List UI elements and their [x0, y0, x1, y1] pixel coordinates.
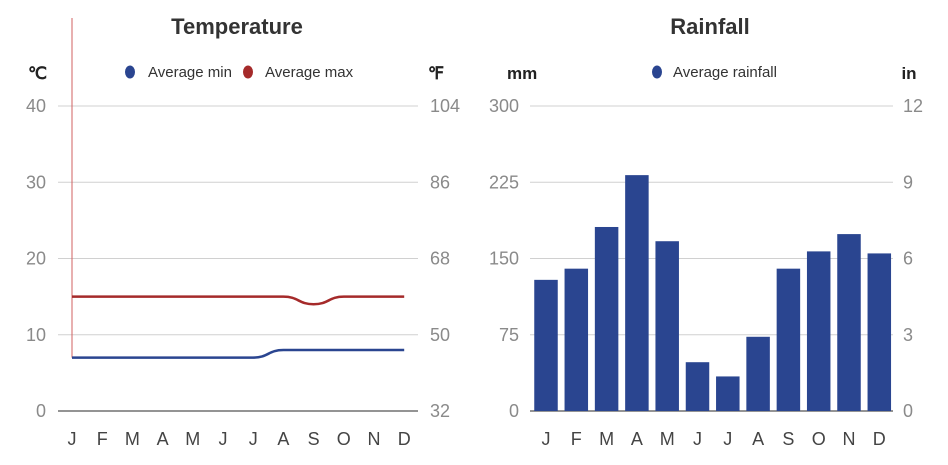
y-tick-left-1-4: 300 [489, 96, 519, 116]
y-tick-right-1-0: 0 [903, 401, 913, 421]
y-axis-unit-right-1: in [901, 64, 916, 83]
chart-title-0: Temperature [171, 14, 303, 39]
bar-1-5 [685, 362, 710, 411]
y-axis-unit-left-0: ℃ [28, 64, 47, 83]
x-tick-0-11: D [398, 429, 411, 449]
x-tick-1-10: N [843, 429, 856, 449]
x-tick-1-1: F [571, 429, 582, 449]
x-tick-1-7: A [752, 429, 764, 449]
x-tick-0-3: A [157, 429, 169, 449]
y-tick-left-1-2: 150 [489, 249, 519, 269]
x-tick-1-0: J [542, 429, 551, 449]
x-tick-0-2: M [125, 429, 140, 449]
chart-title-1: Rainfall [670, 14, 749, 39]
y-axis-unit-left-1: mm [507, 64, 537, 83]
x-tick-1-3: A [631, 429, 643, 449]
x-tick-0-5: J [219, 429, 228, 449]
x-tick-1-9: O [812, 429, 826, 449]
series-line-0-1 [72, 295, 405, 306]
x-tick-0-4: M [185, 429, 200, 449]
y-axis-unit-right-0: ℉ [428, 64, 444, 83]
bar-1-7 [746, 336, 770, 411]
y-tick-right-0-0: 32 [430, 401, 450, 421]
bar-1-11 [867, 253, 892, 411]
y-tick-left-0-2: 20 [26, 249, 46, 269]
bar-1-3 [625, 175, 649, 411]
y-tick-right-1-1: 3 [903, 325, 913, 345]
legend-label-1-0: Average rainfall [673, 64, 777, 81]
x-tick-1-8: S [782, 429, 794, 449]
y-tick-right-0-4: 104 [430, 96, 460, 116]
x-tick-0-6: J [249, 429, 258, 449]
legend-marker-0-1 [243, 65, 253, 79]
y-tick-left-1-3: 225 [489, 172, 519, 192]
y-tick-left-0-3: 30 [26, 172, 46, 192]
bar-1-10 [837, 234, 861, 411]
bar-1-6 [716, 376, 740, 411]
x-tick-1-6: J [723, 429, 732, 449]
legend-label-0-0: Average min [148, 64, 232, 81]
y-tick-right-0-2: 68 [430, 249, 450, 269]
bar-1-9 [806, 251, 831, 411]
y-tick-right-1-3: 9 [903, 172, 913, 192]
y-tick-right-1-2: 6 [903, 249, 913, 269]
bar-1-8 [776, 268, 801, 411]
y-tick-left-0-0: 0 [36, 401, 46, 421]
x-tick-0-1: F [97, 429, 108, 449]
x-tick-0-9: O [337, 429, 351, 449]
x-tick-1-11: D [873, 429, 886, 449]
y-tick-left-1-0: 0 [509, 401, 519, 421]
y-tick-left-1-1: 75 [499, 325, 519, 345]
bar-1-0 [534, 279, 558, 411]
x-tick-1-2: M [599, 429, 614, 449]
x-tick-0-8: S [308, 429, 320, 449]
series-line-0-0 [71, 348, 405, 359]
y-tick-left-0-4: 40 [26, 96, 46, 116]
x-tick-1-5: J [693, 429, 702, 449]
y-tick-left-0-1: 10 [26, 325, 46, 345]
bar-1-4 [655, 241, 679, 411]
legend-label-0-1: Average max [265, 64, 354, 81]
legend-marker-1-0 [652, 65, 662, 79]
bar-1-2 [594, 226, 619, 411]
legend-marker-0-0 [125, 65, 135, 79]
y-tick-right-0-3: 86 [430, 172, 450, 192]
bar-1-1 [564, 268, 589, 411]
x-tick-0-7: A [277, 429, 289, 449]
x-tick-0-0: J [68, 429, 77, 449]
y-tick-right-1-4: 12 [903, 96, 923, 116]
x-tick-1-4: M [660, 429, 675, 449]
y-tick-right-0-1: 50 [430, 325, 450, 345]
x-tick-0-10: N [368, 429, 381, 449]
